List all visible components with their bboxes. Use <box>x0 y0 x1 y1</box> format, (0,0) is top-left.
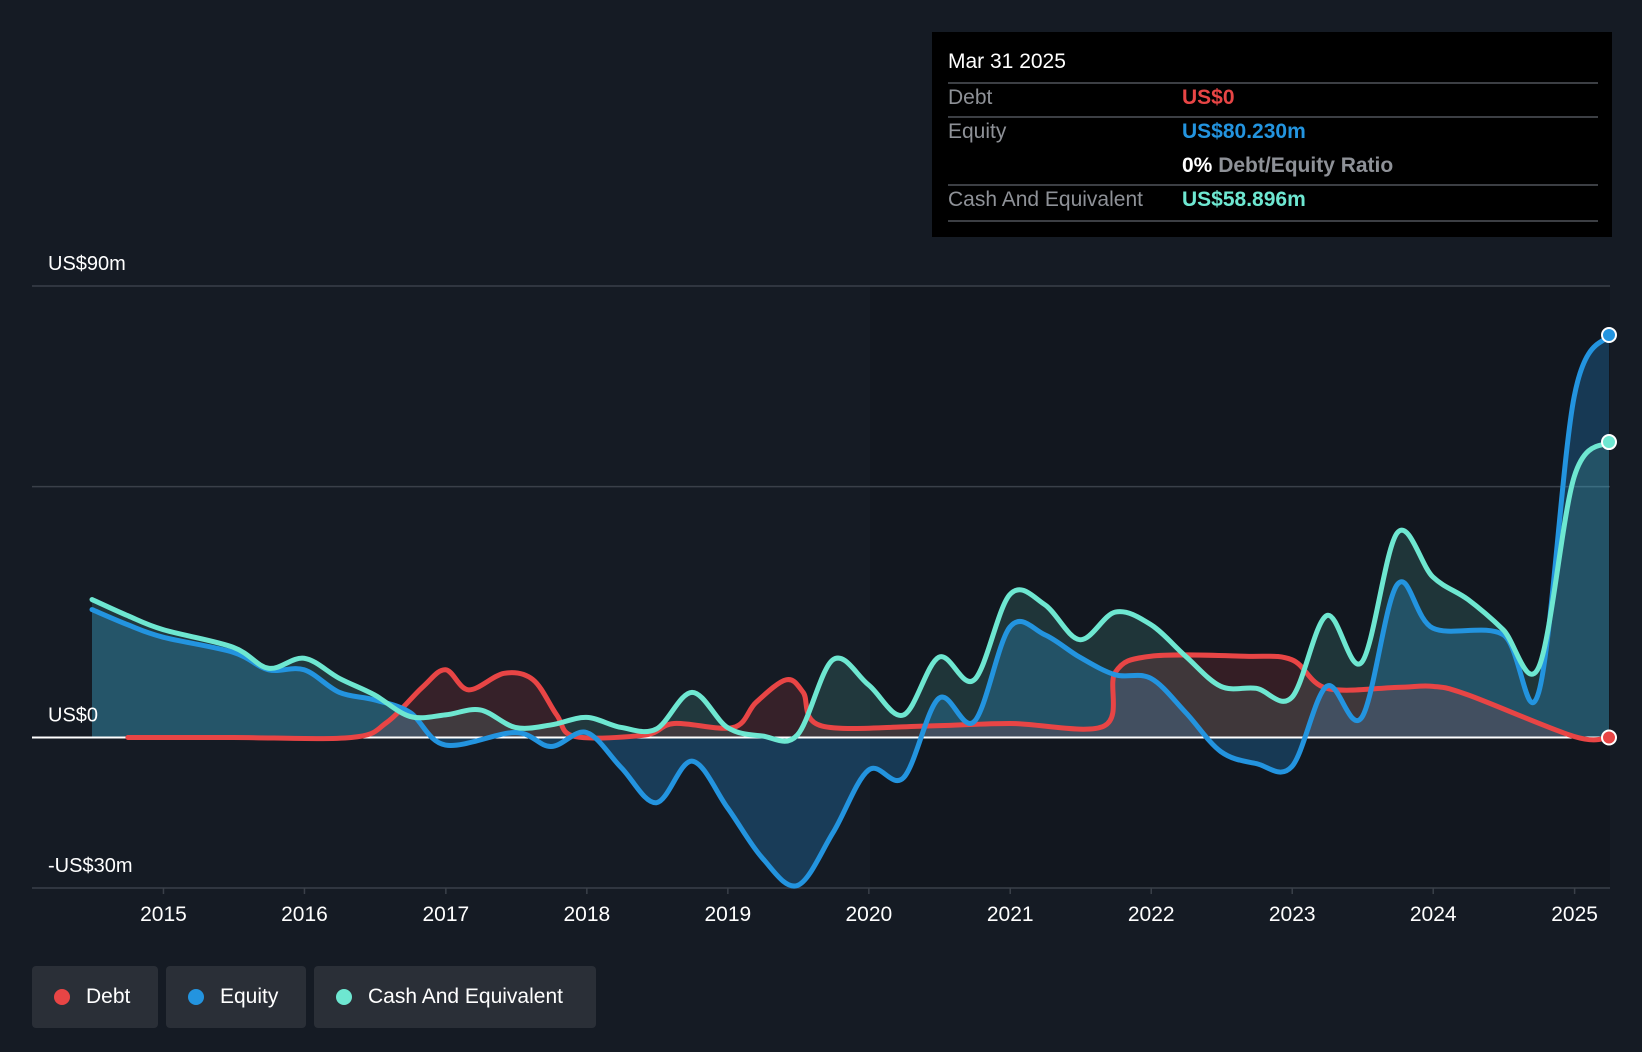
tooltip-divider <box>948 82 1598 84</box>
x-axis-label: 2021 <box>987 903 1034 926</box>
tooltip-divider <box>948 220 1598 222</box>
equity-area <box>92 335 1609 887</box>
equity-legend-dot <box>188 989 204 1005</box>
tooltip-divider <box>948 116 1598 118</box>
x-axis-label: 2022 <box>1128 903 1175 926</box>
tooltip-ratio-label: Debt/Equity Ratio <box>1218 154 1394 177</box>
x-axis-label: 2017 <box>422 903 469 926</box>
debt-end-marker <box>1601 729 1617 746</box>
tooltip-equity-value: US$80.230m <box>1182 120 1306 143</box>
legend-item-cash[interactable]: Cash And Equivalent <box>314 966 596 1028</box>
tooltip-panel: Mar 31 2025 Debt US$0 Equity US$80.230m … <box>932 32 1612 237</box>
legend-equity-label: Equity <box>220 985 279 1008</box>
x-axis-label: 2023 <box>1269 903 1316 926</box>
y-axis-label: US$0 <box>48 705 98 727</box>
tooltip-debt-label: Debt <box>948 86 993 109</box>
tooltip-debt-value: US$0 <box>1182 86 1235 109</box>
tooltip-date: Mar 31 2025 <box>948 50 1066 73</box>
tooltip-equity-label: Equity <box>948 120 1007 143</box>
tooltip-cash-value: US$58.896m <box>1182 188 1306 211</box>
debt-legend-dot <box>54 989 70 1005</box>
equity-line <box>89 332 1612 889</box>
x-axis-label: 2019 <box>704 903 751 926</box>
cash-line <box>89 439 1612 744</box>
plot-region-shade <box>870 286 1610 888</box>
x-axis-label: 2024 <box>1410 903 1457 926</box>
equity-end-marker <box>1601 327 1617 344</box>
y-axis-label: US$90m <box>48 253 126 275</box>
x-axis-label: 2025 <box>1551 903 1598 926</box>
cash-end-marker <box>1601 434 1617 451</box>
tooltip-divider <box>948 184 1598 186</box>
tooltip-ratio-value: 0% <box>1182 154 1213 177</box>
tooltip-cash-label: Cash And Equivalent <box>948 188 1143 211</box>
legend-item-equity[interactable]: Equity <box>166 966 306 1028</box>
y-axis-label: -US$30m <box>48 855 132 877</box>
legend-cash-label: Cash And Equivalent <box>368 985 563 1008</box>
x-axis-label: 2015 <box>140 903 187 926</box>
legend-debt-label: Debt <box>86 985 131 1008</box>
cash-legend-dot <box>336 989 352 1005</box>
x-axis-label: 2020 <box>845 903 892 926</box>
legend-item-debt[interactable]: Debt <box>32 966 158 1028</box>
x-axis-label: 2018 <box>563 903 610 926</box>
cash-area <box>92 442 1609 742</box>
tooltip-ratio: 0% Debt/Equity Ratio <box>1182 154 1393 178</box>
x-axis-label: 2016 <box>281 903 328 926</box>
